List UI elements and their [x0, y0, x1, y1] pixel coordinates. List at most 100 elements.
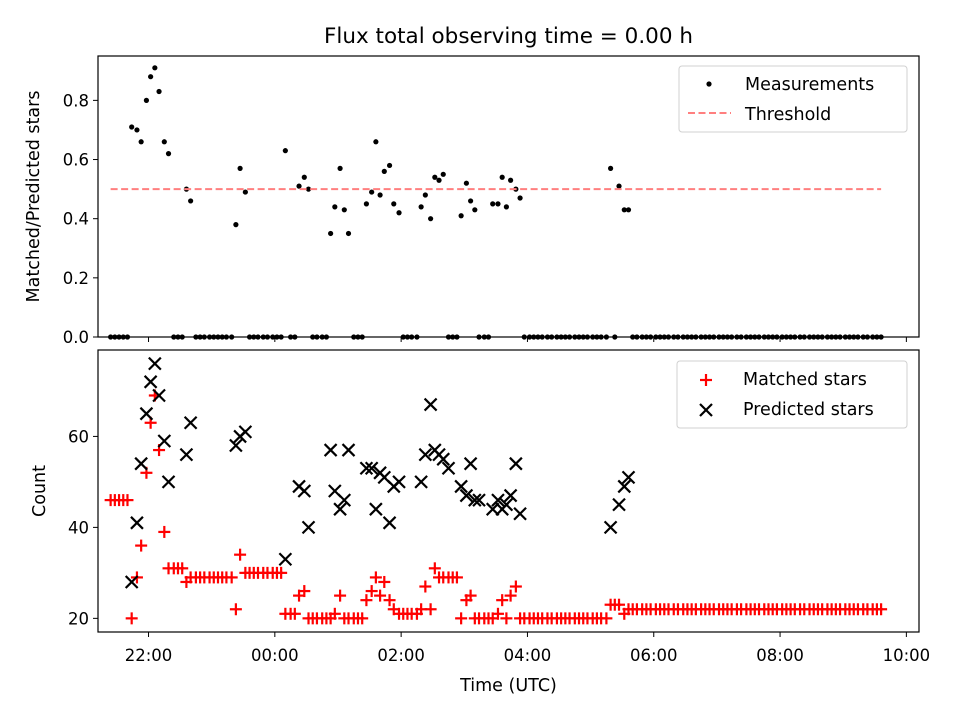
measurement-point: [432, 174, 438, 180]
bottom-legend-box: [676, 360, 908, 429]
y-tick-label: 60: [68, 427, 89, 446]
predicted-stars-point: [341, 443, 356, 457]
threshold-legend-label: Threshold: [744, 105, 831, 125]
measurements-legend-label: Measurements: [745, 75, 874, 95]
predicted-stars-point: [183, 415, 198, 430]
matched-stars-point: [125, 612, 138, 625]
predicted-stars-point: [359, 461, 374, 476]
measurement-point: [301, 174, 307, 180]
measurement-point: [296, 183, 302, 189]
matched-stars-point: [369, 571, 382, 584]
bottom-legend: Matched stars Predicted stars: [676, 360, 908, 429]
predicted-stars-point: [459, 488, 474, 503]
measurement-point: [134, 127, 140, 133]
top-chart-title: Flux total observing time = 0.00 h: [324, 24, 693, 49]
matched-stars-point: [288, 607, 301, 620]
measurement-point: [345, 230, 352, 237]
predicted-stars-point: [364, 461, 379, 476]
measurement-point: [490, 201, 496, 207]
predicted-stars-legend-label: Predicted stars: [743, 400, 874, 420]
predicted-stars-point: [179, 447, 194, 462]
x-tick-label: 10:00: [883, 646, 931, 665]
top-panel: 0.00.20.40.60.8 Matched/Predicted stars …: [24, 55, 920, 347]
predicted-stars-point: [499, 497, 514, 512]
x-tick-label: 08:00: [756, 646, 804, 665]
matched-stars-point: [491, 607, 504, 620]
measurement-point: [143, 97, 150, 103]
y-tick-label: 0.0: [63, 328, 89, 347]
measurement-point: [337, 165, 343, 171]
measurement-point: [242, 189, 248, 195]
predicted-stars-point: [369, 502, 383, 516]
matched-stars-point: [424, 603, 437, 616]
matched-stars-point: [496, 594, 509, 607]
measurement-point: [233, 222, 239, 228]
predicted-stars-point: [161, 475, 176, 489]
predicted-stars-point: [238, 425, 253, 439]
bottom-panel-y-ticks: 20 40 60: [68, 427, 98, 628]
x-tick-label: 04:00: [504, 646, 552, 665]
matched-stars-point: [450, 571, 463, 584]
predicted-stars-point: [423, 397, 438, 412]
predicted-stars-point: [297, 484, 312, 498]
matched-stars-point: [360, 594, 373, 607]
predicted-stars-point: [418, 447, 433, 462]
predicted-stars-legend-marker: [699, 403, 713, 417]
measurement-point: [428, 216, 434, 222]
matched-stars-point: [334, 589, 347, 602]
matched-stars-point: [509, 580, 522, 593]
measurements-legend-marker: [706, 81, 712, 87]
matched-stars-legend-label: Matched stars: [743, 370, 867, 390]
y-tick-label: 0.4: [63, 210, 89, 229]
matched-stars-point: [135, 539, 148, 552]
matched-stars-point: [234, 548, 247, 561]
predicted-stars-point: [143, 375, 158, 389]
bottom-panel-y-axis-label: Count: [30, 465, 50, 517]
top-legend-box: [678, 65, 908, 133]
measurement-point: [463, 180, 469, 186]
measurement-point: [503, 204, 509, 210]
measurement-point: [499, 174, 505, 180]
predicted-stars-point: [509, 456, 523, 471]
x-tick-label: 06:00: [630, 646, 678, 665]
predicted-stars-point: [333, 502, 347, 516]
matched-stars-point: [225, 571, 238, 584]
matched-stars-point: [504, 589, 517, 602]
top-panel-y-ticks: 0.0 0.2 0.4 0.6 0.8: [63, 91, 98, 347]
matched-stars-point: [365, 585, 378, 598]
matched-stars-point: [419, 580, 432, 593]
predicted-stars-point: [454, 479, 468, 494]
measurement-point: [305, 186, 312, 192]
measurement-point: [495, 201, 501, 207]
matched-stars-point: [356, 612, 369, 625]
measurement-point: [377, 192, 383, 198]
bottom-panel-x-ticks: 22:00 00:00 02:00 04:00 06:00 08:00 10:00: [125, 632, 930, 665]
predicted-stars-point: [468, 493, 482, 507]
measurement-point: [607, 165, 614, 171]
measurement-point: [508, 177, 514, 183]
matched-stars-point: [464, 589, 477, 602]
matched-stars-point: [428, 562, 441, 575]
matched-stars-point: [455, 612, 468, 625]
matched-stars-point: [298, 585, 311, 598]
matched-stars-point: [158, 525, 171, 538]
measurement-point: [440, 171, 446, 177]
measurement-point: [386, 162, 393, 169]
matched-stars-point: [328, 607, 341, 620]
predicted-stars-point: [139, 406, 154, 421]
measurement-point: [148, 74, 154, 80]
predicted-stars-point: [323, 443, 338, 457]
measurement-point: [237, 165, 243, 171]
x-tick-label: 02:00: [377, 646, 425, 665]
measurement-point: [129, 124, 135, 130]
predicted-stars-point: [152, 388, 166, 403]
matched-stars-point: [229, 603, 242, 616]
x-tick-label: 22:00: [125, 646, 173, 665]
measurement-point: [161, 139, 167, 145]
predicted-stars-point: [337, 493, 352, 507]
x-axis-label: Time (UTC): [459, 676, 557, 696]
matched-stars-legend-marker: [700, 374, 712, 386]
measurement-point: [472, 207, 478, 213]
measurement-point: [332, 204, 338, 210]
matched-stars-point: [875, 603, 888, 616]
